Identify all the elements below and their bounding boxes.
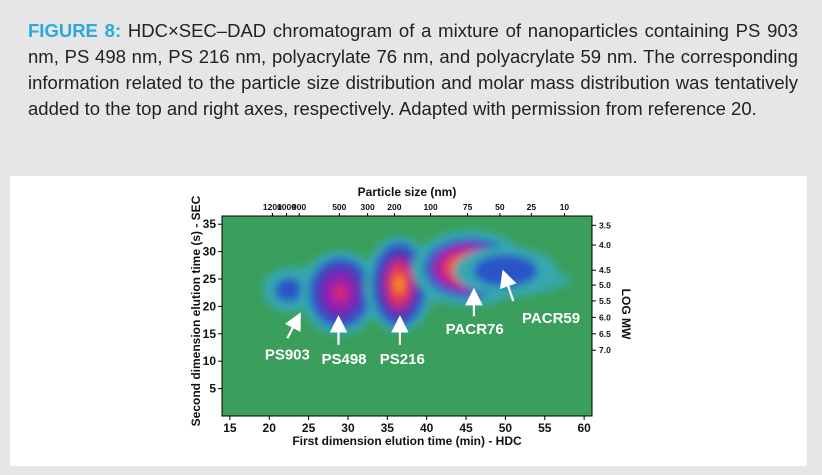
y-tick-label: 25 [203,272,217,286]
x-tick-label: 25 [302,421,316,435]
peak-blob [274,277,303,302]
x-tick-label: 50 [499,421,513,435]
y-axis-title: Second dimension elution time (s) - SEC [189,195,203,426]
x-axis-title: First dimension elution time (min) - HDC [292,434,522,448]
x-tick-label: 40 [420,421,434,435]
top-tick-label: 500 [332,202,346,212]
peak-arrow [499,269,517,302]
peak-label: PS216 [380,351,425,368]
y-tick-label: 5 [209,382,216,396]
top-tick-label: 200 [387,202,401,212]
top-tick-label: 1200 [263,202,282,212]
peak-label: PACR76 [446,321,504,338]
top-tick-label: 25 [527,202,537,212]
peak-arrow [284,312,301,339]
peak-label: PS498 [321,351,366,368]
x-tick-label: 45 [459,421,473,435]
y-tick-label: 20 [203,299,217,313]
peak-blob-group [262,230,571,335]
y-tick-label: 15 [203,327,217,341]
caption-text: HDC×SEC–DAD chromatogram of a mixture of… [28,20,798,119]
top-tick-label: 100 [424,202,438,212]
figure-caption: FIGURE 8: HDC×SEC–DAD chromatogram of a … [28,18,798,122]
top-tick-label: 50 [495,202,505,212]
axes-layer: 15 20 25 30 35 40 45 50 55 6051015202530351200100… [203,202,611,435]
right-tick-label: 6.0 [599,312,611,322]
peak-blob [395,277,404,292]
top-tick-label: 10 [560,202,570,212]
right-tick-label: 5.0 [599,280,611,290]
x-tick-label: 55 [538,421,552,435]
chart-panel: 15 20 25 30 35 40 45 50 55 60 5 10 15 20 25 30 35 1200 100… [10,176,807,466]
top-tick-label: 75 [463,202,473,212]
top-axis-title: Particle size (nm) [358,185,457,199]
annotation-layer: PS903 PS498 PS216 PACR76 PACR59 [265,269,580,368]
peak-label: PACR59 [522,310,580,327]
x-tick-label: 30 [341,421,355,435]
top-tick-label: 900 [292,202,306,212]
chromatogram-chart: 15 20 25 30 35 40 45 50 55 6051015202530351200100… [189,185,633,448]
figure-label: FIGURE 8: [28,20,122,41]
right-tick-label: 4.0 [599,240,611,250]
x-tick-label: 35 [381,421,395,435]
y-tick-label: 35 [203,217,217,231]
peak-label: PS903 [265,347,310,364]
plot-frame [221,215,593,417]
y-tick-label: 30 [203,245,217,259]
heatmap-layer [262,230,571,335]
right-tick-label: 5.5 [599,296,611,306]
x-tick-label: 20 [263,421,277,435]
x-tick-label: 15 [223,421,237,435]
peak-blob [333,283,348,302]
top-tick-label: 300 [361,202,375,212]
right-tick-label: 4.5 [599,265,611,275]
right-axis-title: LOG MW [619,289,633,340]
right-tick-label: 6.5 [599,329,611,339]
top-tick-label: 1000 [277,202,296,212]
x-tick-label: 60 [577,421,591,435]
peak-blob [473,254,538,287]
y-tick-label: 10 [203,354,217,368]
right-tick-label: 7.0 [599,345,611,355]
right-tick-label: 3.5 [599,220,611,230]
